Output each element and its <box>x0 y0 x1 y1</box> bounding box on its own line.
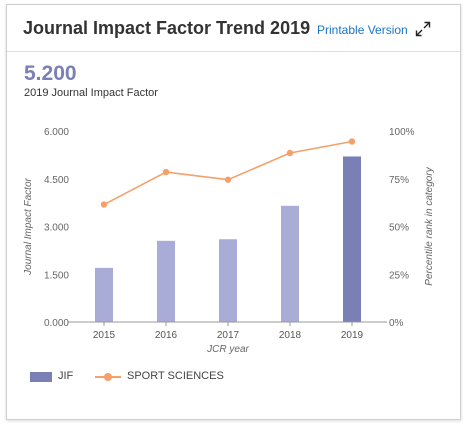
jif-value-label: 2019 Journal Impact Factor <box>24 87 158 99</box>
percentile-point-2018 <box>286 149 294 157</box>
y-tick-label: 0.000 <box>44 318 69 329</box>
legend-line-label: SPORT SCIENCES <box>127 370 224 382</box>
y2-tick-label: 75% <box>389 175 409 186</box>
percentile-point-2016 <box>162 168 170 176</box>
bar-2016 <box>157 240 175 322</box>
y-tick-label: 4.500 <box>44 175 69 186</box>
percentile-line <box>103 140 353 206</box>
bar-2018 <box>281 205 299 322</box>
x-tick-label: 2016 <box>155 330 178 341</box>
y-tick-label: 1.500 <box>44 270 69 281</box>
x-tick-label: 2015 <box>93 330 116 341</box>
printable-version-link[interactable]: Printable Version <box>317 23 408 37</box>
y2-axis-title: Percentile rank in category <box>424 166 435 285</box>
jif-trend-card: Journal Impact Factor Trend 2019 Printab… <box>6 4 461 420</box>
card-title: Journal Impact Factor Trend 2019 <box>23 18 311 38</box>
x-axis-title: JCR year <box>206 344 249 355</box>
card-header: Journal Impact Factor Trend 2019 Printab… <box>7 5 460 52</box>
percentile-point-2017 <box>224 176 232 183</box>
legend-jif-label: JIF <box>58 370 74 382</box>
legend-jif-swatch <box>30 372 52 382</box>
y2-tick-label: 100% <box>389 127 415 138</box>
x-tick-label: 2017 <box>217 330 240 341</box>
x-tick-label: 2019 <box>341 330 364 341</box>
bar-2015 <box>95 267 113 322</box>
bar-2019 <box>343 156 361 322</box>
percentile-point-2015 <box>100 201 108 208</box>
y2-tick-label: 0% <box>389 318 404 329</box>
expand-icon[interactable] <box>415 21 431 37</box>
y-axis-title: Journal Impact Factor <box>23 177 34 275</box>
y-tick-label: 3.000 <box>44 223 69 234</box>
bar-2017 <box>219 239 237 322</box>
percentile-point-2019 <box>348 138 356 145</box>
y2-tick-label: 50% <box>389 223 409 234</box>
y-tick-label: 6.000 <box>44 127 69 138</box>
legend-line-swatch <box>95 373 121 381</box>
x-tick-label: 2018 <box>279 330 302 341</box>
jif-chart: 0.000 1.500 3.000 4.500 6.000 0% 25% 50% 75% 100%… <box>23 127 435 355</box>
y2-tick-label: 25% <box>389 270 409 281</box>
jif-value: 5.200 <box>24 62 77 85</box>
